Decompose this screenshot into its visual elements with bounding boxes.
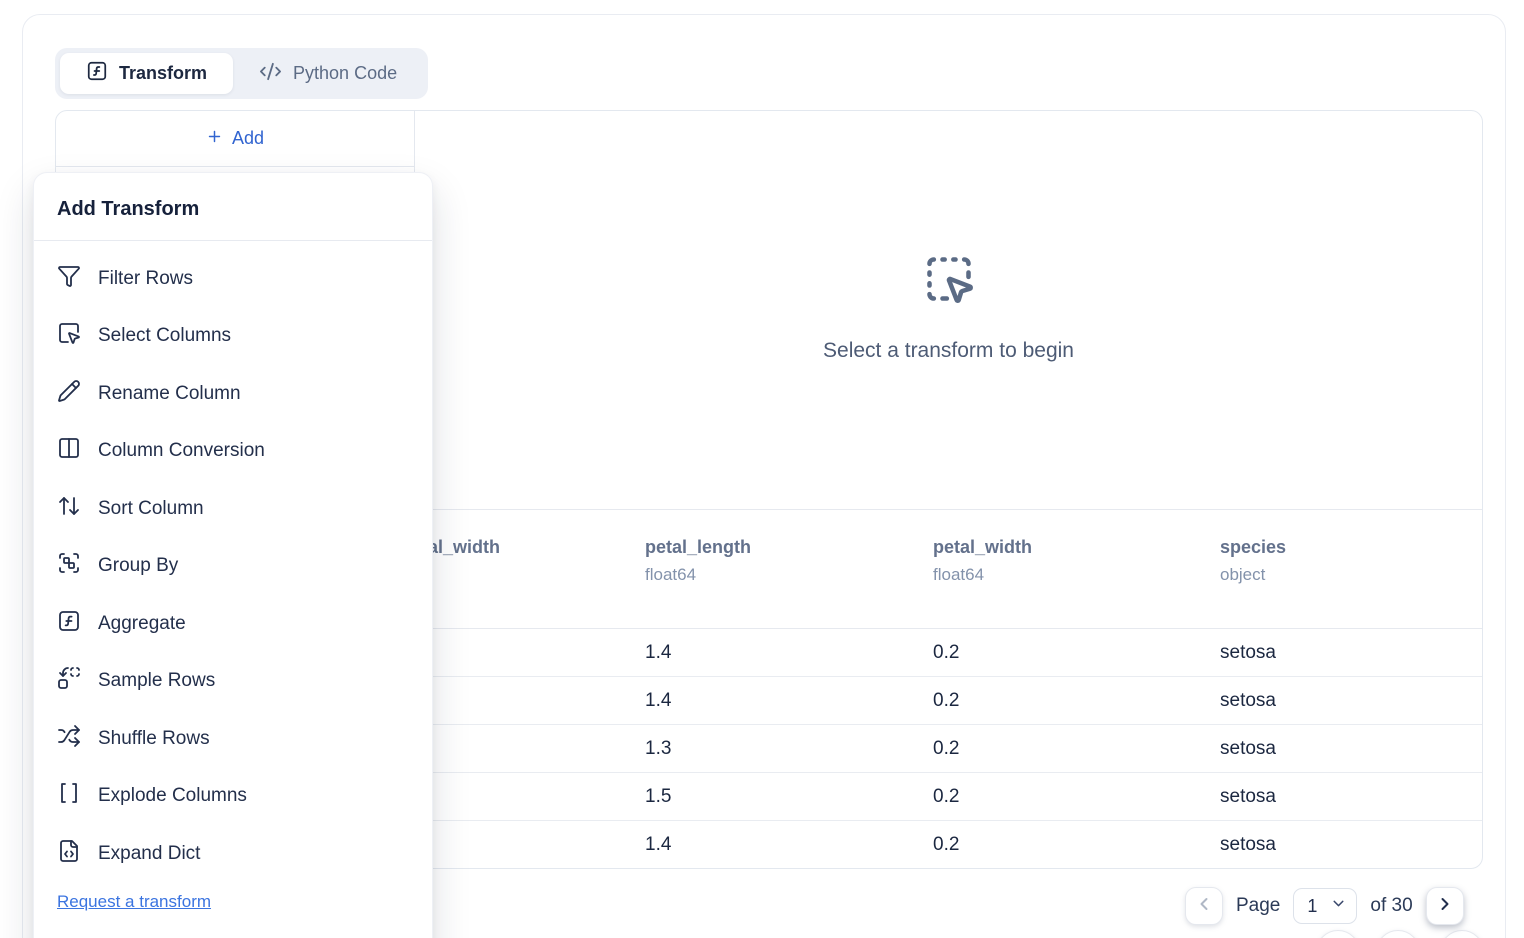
cell-petal-length: 1.5 (645, 785, 672, 807)
menu-item-label: Sample Rows (98, 670, 216, 692)
shuffle-icon (57, 724, 81, 754)
popup-title: Add Transform (57, 198, 200, 220)
add-transform-button[interactable]: Add (56, 111, 414, 167)
table-row: 1.3 0.2 setosa (56, 725, 1482, 773)
dashed-square-mouse-pointer-icon (923, 253, 975, 305)
cell-petal-width: 0.2 (933, 689, 960, 711)
next-page-button[interactable] (1425, 887, 1464, 925)
tab-transform-label: Transform (119, 63, 208, 83)
menu-item-filter-rows[interactable]: Filter Rows (34, 250, 432, 308)
cell-petal-width: 0.2 (933, 641, 960, 663)
page-total-label: of 30 (1370, 895, 1413, 916)
menu-item-explode-columns[interactable]: Explode Columns (34, 768, 432, 826)
function-square-icon (86, 60, 108, 87)
replace-icon (57, 666, 81, 696)
tab-python-code[interactable]: Python Code (233, 53, 423, 94)
cell-petal-width: 0.2 (933, 834, 960, 855)
table-row: 1.4 0.2 setosa (56, 629, 1482, 677)
menu-item-label: Shuffle Rows (98, 727, 210, 749)
cell-petal-width: 0.2 (933, 785, 960, 807)
table-header-row: sepal_width petal_length float64 petal_w… (56, 510, 1482, 629)
menu-item-rename-column[interactable]: Rename Column (34, 365, 432, 423)
page-number-value: 1 (1307, 895, 1318, 916)
menu-item-group-by[interactable]: Group By (34, 538, 432, 596)
pencil-icon (57, 379, 81, 409)
pagination: Page 1 of 30 (1185, 887, 1464, 925)
function-square-icon (57, 609, 81, 639)
cell-species: setosa (1220, 785, 1276, 807)
table-row: 1.4 0.2 setosa (56, 677, 1482, 725)
menu-item-shuffle-rows[interactable]: Shuffle Rows (34, 710, 432, 768)
arrow-up-down-icon (57, 494, 81, 524)
menu-item-label: Group By (98, 555, 179, 577)
menu-item-label: Sort Column (98, 497, 204, 519)
menu-item-label: Select Columns (98, 325, 232, 347)
cell-species: setosa (1220, 689, 1276, 711)
empty-state: Select a transform to begin (414, 111, 1483, 509)
chevron-right-icon (1435, 894, 1455, 919)
menu-item-label: Column Conversion (98, 440, 265, 462)
menu-item-sort-column[interactable]: Sort Column (34, 480, 432, 538)
cell-species: setosa (1220, 641, 1276, 663)
menu-item-select-columns[interactable]: Select Columns (34, 308, 432, 366)
menu-item-label: Explode Columns (98, 785, 247, 807)
menu-item-label: Filter Rows (98, 267, 194, 289)
brackets-icon (57, 781, 81, 811)
menu-item-column-conversion[interactable]: Column Conversion (34, 423, 432, 481)
menu-item-sample-rows[interactable]: Sample Rows (34, 653, 432, 711)
group-icon (57, 551, 81, 581)
code-icon (259, 60, 282, 88)
add-transform-popup: Add Transform Filter Rows Select (33, 172, 433, 938)
chevron-left-icon (1194, 894, 1214, 919)
menu-item-label: Rename Column (98, 382, 241, 404)
cell-petal-length: 1.3 (645, 737, 672, 759)
cell-species: setosa (1220, 737, 1276, 759)
request-transform-link[interactable]: Request a transform (57, 891, 212, 911)
add-button-label: Add (231, 128, 265, 148)
funnel-icon (57, 264, 81, 294)
cell-petal-length: 1.4 (645, 641, 672, 663)
page-number-select[interactable]: 1 (1293, 888, 1358, 924)
empty-state-message: Select a transform to begin (823, 339, 1074, 362)
menu-item-label: Aggregate (98, 612, 186, 634)
table-header-petal-length: petal_length float64 (645, 537, 752, 584)
table-row: 1.5 0.2 setosa (56, 773, 1482, 821)
cell-petal-length: 1.4 (645, 834, 672, 855)
popup-header: Add Transform (34, 173, 432, 241)
previous-page-button[interactable] (1185, 887, 1223, 925)
menu-item-label: Expand Dict (98, 842, 201, 864)
cell-petal-width: 0.2 (933, 737, 960, 759)
file-code-icon (57, 839, 81, 869)
menu-item-expand-dict[interactable]: Expand Dict (34, 825, 432, 883)
page-label: Page (1236, 895, 1281, 916)
data-table: sepal_width petal_length float64 petal_w… (56, 509, 1482, 869)
transform-menu: Filter Rows Select Columns (34, 241, 432, 912)
menu-item-aggregate[interactable]: Aggregate (34, 595, 432, 653)
table-row: 1.4 0.2 setosa (56, 821, 1482, 869)
table-header-species: species object (1220, 537, 1287, 584)
table-header-petal-width: petal_width float64 (933, 537, 1033, 584)
tab-python-code-label: Python Code (293, 63, 398, 83)
cell-species: setosa (1220, 834, 1276, 855)
table-header-sepal-width: sepal_width (397, 537, 501, 557)
columns-icon (57, 436, 81, 466)
square-mouse-pointer-icon (57, 321, 81, 351)
tab-transform[interactable]: Transform (60, 53, 234, 94)
chevron-down-icon (1330, 895, 1347, 917)
view-tab-switcher: Transform Python Code (55, 48, 429, 99)
cell-petal-length: 1.4 (645, 689, 672, 711)
plus-icon (206, 128, 223, 150)
